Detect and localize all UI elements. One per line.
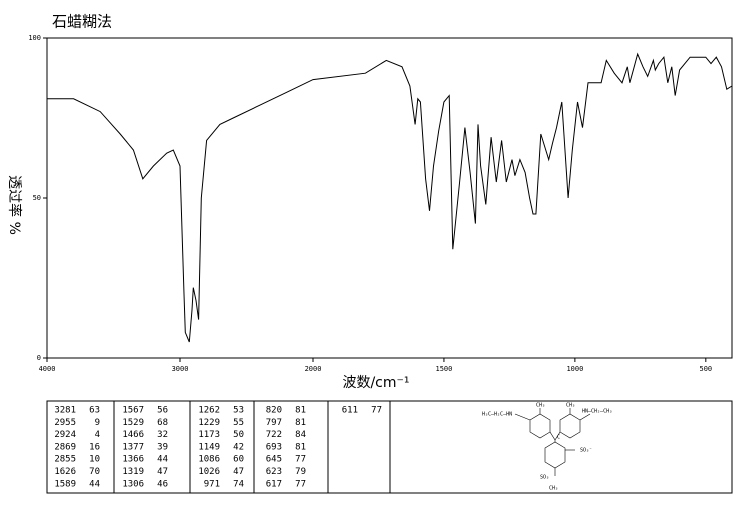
x-tick-label: 1000: [566, 365, 583, 373]
peak-transmittance: 50: [233, 430, 244, 440]
peak-wavenumber: 1589: [54, 479, 76, 489]
y-tick-label: 0: [37, 354, 41, 362]
y-tick-label: 50: [33, 194, 41, 202]
peak-wavenumber: 1366: [122, 455, 144, 465]
peak-transmittance: 42: [233, 442, 244, 452]
y-tick-label: 100: [28, 34, 41, 42]
structure-label: CH₃: [549, 486, 558, 492]
peak-transmittance: 77: [295, 455, 306, 465]
peak-wavenumber: 3281: [54, 406, 76, 416]
peak-transmittance: 60: [233, 455, 244, 465]
x-tick-label: 3000: [172, 365, 189, 373]
peak-transmittance: 39: [157, 442, 168, 452]
plot-frame: [46, 37, 733, 359]
peak-wavenumber: 693: [266, 442, 282, 452]
peak-transmittance: 79: [295, 467, 306, 477]
structure-label: CH₃: [536, 403, 545, 409]
peak-transmittance: 70: [89, 467, 100, 477]
peak-transmittance: 47: [157, 467, 168, 477]
peak-wavenumber: 1086: [198, 455, 220, 465]
peak-transmittance: 63: [89, 406, 100, 416]
peak-wavenumber: 1149: [198, 442, 220, 452]
peak-transmittance: 81: [295, 406, 306, 416]
peak-wavenumber: 623: [266, 467, 282, 477]
peak-wavenumber: 1626: [54, 467, 76, 477]
peak-wavenumber: 645: [266, 455, 282, 465]
peak-transmittance: 47: [233, 467, 244, 477]
chart-title: 石蜡糊法: [52, 13, 112, 31]
structure-label: HN—CH₂—CH₃: [582, 409, 612, 415]
peak-transmittance: 4: [95, 430, 100, 440]
peak-transmittance: 9: [95, 418, 100, 428]
peak-transmittance: 81: [295, 418, 306, 428]
structure-label: H₃C—H₂C—HN: [482, 412, 512, 418]
peak-wavenumber: 722: [266, 430, 282, 440]
peak-transmittance: 68: [157, 418, 168, 428]
peak-transmittance: 32: [157, 430, 168, 440]
structure-label: SO₃: [540, 475, 549, 481]
peak-transmittance: 44: [89, 479, 100, 489]
spectrum-line: [47, 52, 733, 343]
peak-wavenumber: 797: [266, 418, 282, 428]
x-tick-label: 4000: [39, 365, 56, 373]
peak-wavenumber: 1567: [122, 406, 144, 416]
peak-transmittance: 10: [89, 455, 100, 465]
peak-wavenumber: 1529: [122, 418, 144, 428]
structure-label: SO₃⁻: [580, 448, 592, 454]
peak-wavenumber: 1229: [198, 418, 220, 428]
peak-transmittance: 16: [89, 442, 100, 452]
peak-transmittance: 84: [295, 430, 306, 440]
peak-wavenumber: 2924: [54, 430, 76, 440]
peak-wavenumber: 2955: [54, 418, 76, 428]
peak-wavenumber: 1466: [122, 430, 144, 440]
peak-transmittance: 77: [295, 479, 306, 489]
peak-transmittance: 46: [157, 479, 168, 489]
peak-wavenumber: 1377: [122, 442, 144, 452]
peak-transmittance: 74: [233, 479, 244, 489]
peak-transmittance: 56: [157, 406, 168, 416]
x-tick-label: 2000: [305, 365, 322, 373]
peak-transmittance: 81: [295, 442, 306, 452]
structure-label: C: [557, 435, 560, 441]
x-tick-label: 500: [699, 365, 712, 373]
peak-wavenumber: 617: [266, 479, 282, 489]
peak-wavenumber: 1319: [122, 467, 144, 477]
x-tick-label: 1500: [436, 365, 453, 373]
peak-wavenumber: 2869: [54, 442, 76, 452]
structure-bonds: [514, 408, 591, 476]
peak-transmittance: 53: [233, 406, 244, 416]
peak-wavenumber: 1306: [122, 479, 144, 489]
peak-wavenumber: 2855: [54, 455, 76, 465]
peak-transmittance: 44: [157, 455, 168, 465]
peak-transmittance: 77: [371, 406, 382, 416]
peak-wavenumber: 1026: [198, 467, 220, 477]
x-axis-label: 波数/cm⁻¹: [342, 375, 409, 391]
structure-label: CH₃: [566, 403, 575, 409]
peak-wavenumber: 971: [204, 479, 220, 489]
peak-wavenumber: 1173: [198, 430, 220, 440]
peak-transmittance: 55: [233, 418, 244, 428]
y-axis-label: 透过率 %: [6, 175, 23, 235]
peak-wavenumber: 1262: [198, 406, 220, 416]
peak-wavenumber: 820: [266, 406, 282, 416]
peak-wavenumber: 611: [342, 406, 358, 416]
table-dividers: [113, 401, 391, 493]
